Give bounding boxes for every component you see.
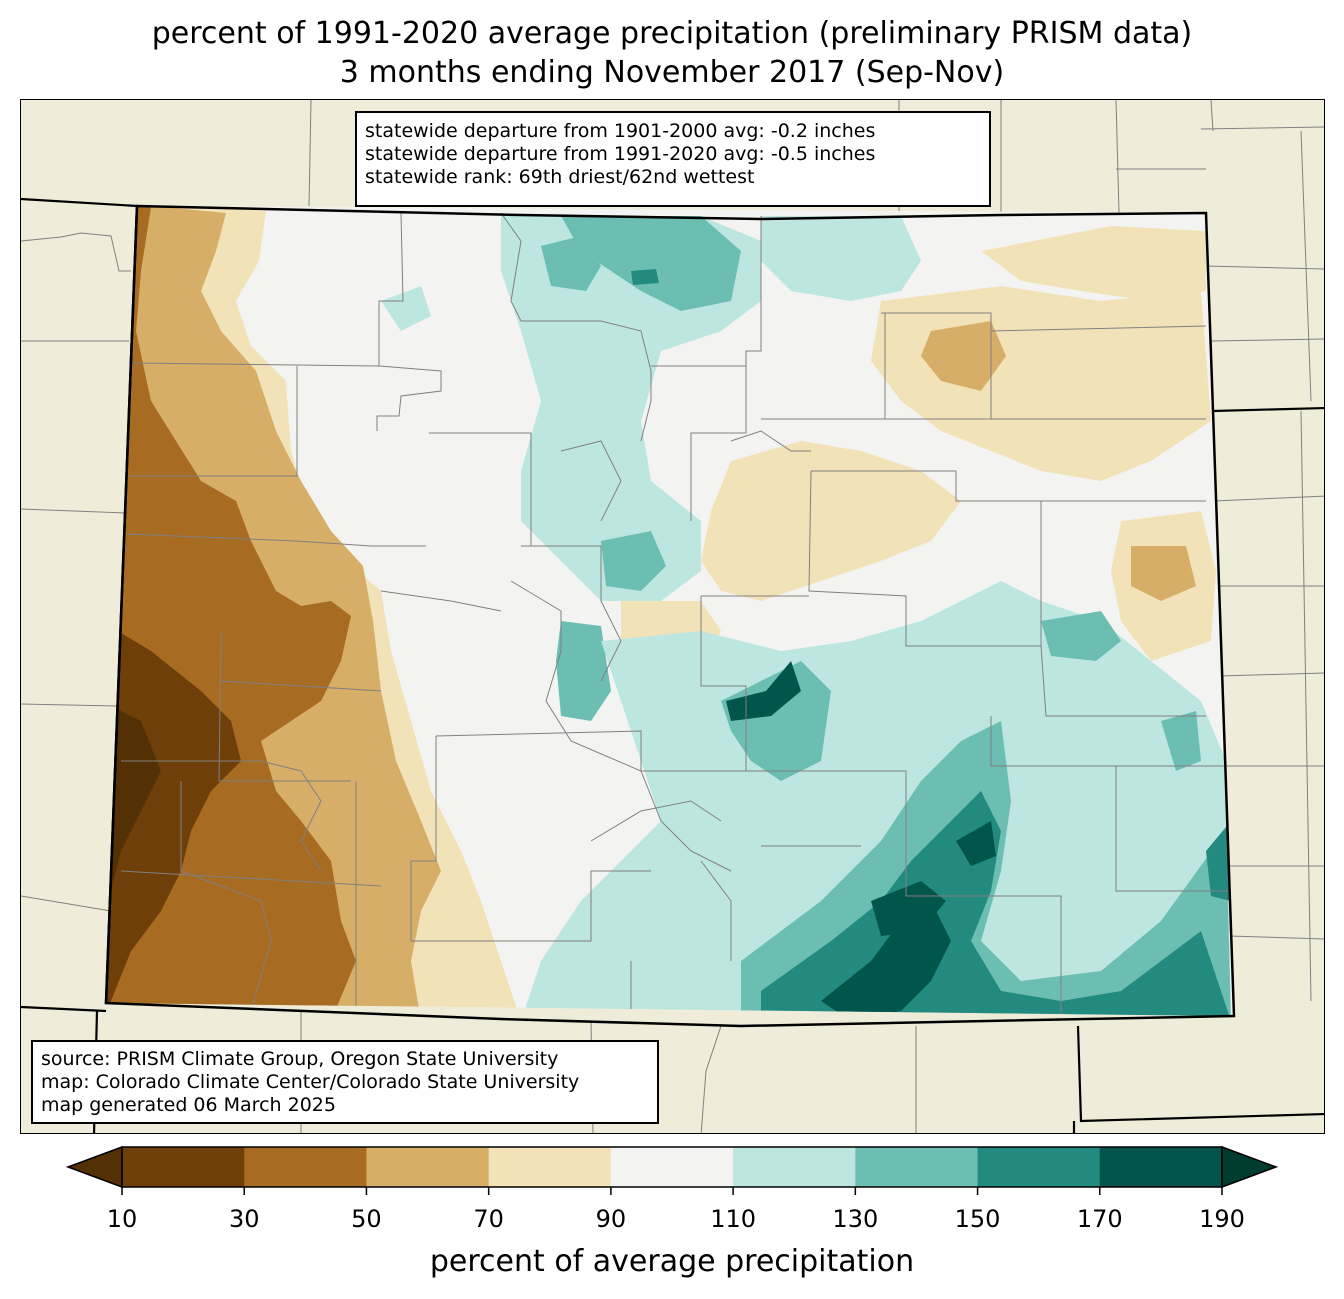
colorbar-tick-label: 130 [832,1205,879,1233]
colorbar-label: percent of average precipitation [429,1244,915,1279]
colorbar-tick-label: 190 [1199,1205,1245,1233]
map-generated-date-text: map generated 06 March 2025 [41,1094,336,1116]
map-title: percent of 1991-2020 average precipitati… [151,16,1193,51]
colorbar-tick-label: 90 [595,1205,627,1233]
colorbar-over-arrow [1221,1145,1279,1189]
colorbar-bin-130-150 [855,1147,979,1187]
map-panel [20,99,1325,1134]
colorbar-bin-70-90 [488,1147,612,1187]
colorbar-bins [121,1146,1223,1188]
colorbar-tick-label: 30 [228,1205,260,1233]
source-text: source: PRISM Climate Group, Oregon Stat… [41,1048,559,1070]
colorbar-tick-label: 50 [351,1205,382,1233]
colorbar-under-arrow [65,1145,123,1189]
colorbar-tick-label: 10 [106,1205,138,1233]
county-lines [120,212,1229,1016]
colorbar-bin-30-50 [244,1147,367,1187]
colorbar-tick-label: 110 [710,1205,757,1233]
colorbar-tick-label: 170 [1076,1205,1123,1233]
statewide-rank-text: statewide rank: 69th driest/62nd wettest [365,166,755,188]
colorbar-bin-110-130 [733,1147,856,1187]
map-subtitle: 3 months ending November 2017 (Sep-Nov) [339,55,1005,90]
statewide-stats-box: statewide departure from 1901-2000 avg: … [355,111,991,207]
colorbar-bin-10-30 [122,1147,245,1187]
departure-1901-2000-text: statewide departure from 1901-2000 avg: … [365,120,876,142]
colorbar-tick-label: 70 [473,1205,504,1233]
neighbor-county-lines [21,100,1324,1133]
colorbar-bin-90-110 [610,1147,734,1187]
colorbar-tick-label: 150 [954,1205,1001,1233]
departure-1991-2020-text: statewide departure from 1991-2020 avg: … [365,143,876,165]
precipitation-field [106,206,1234,1016]
colorbar [65,1145,1279,1195]
colorado-border [104,204,1236,1028]
colorado-border-west [104,205,139,1004]
colorbar-bin-50-70 [366,1147,490,1187]
colorbar-bin-150-170 [977,1147,1101,1187]
precipitation-map [21,100,1324,1133]
map-credit-text: map: Colorado Climate Center/Colorado St… [41,1071,580,1093]
colorbar-tick-marks [121,1187,1223,1195]
colorbar-bin-170-190 [1099,1147,1223,1187]
source-credit-box: source: PRISM Climate Group, Oregon Stat… [31,1040,659,1124]
